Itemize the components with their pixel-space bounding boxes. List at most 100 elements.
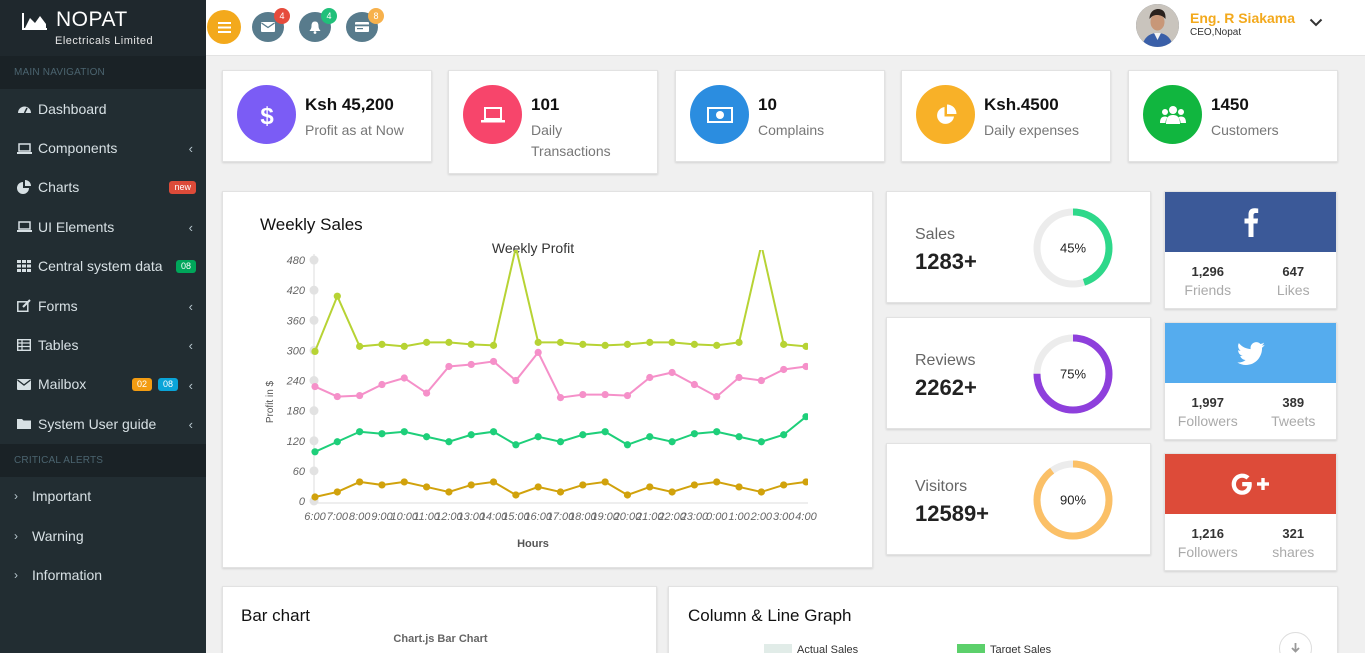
data-point[interactable] [623, 441, 632, 449]
sidebar-item-forms[interactable]: Forms ‹ [0, 286, 206, 325]
sidebar-item-central-system-data[interactable]: Central system data 08 [0, 247, 206, 286]
data-point[interactable] [422, 338, 431, 346]
data-point[interactable] [333, 292, 341, 300]
data-point[interactable] [333, 392, 341, 401]
data-point[interactable] [623, 391, 632, 400]
data-point[interactable] [445, 488, 453, 496]
data-point[interactable] [757, 376, 765, 385]
data-point[interactable] [758, 241, 765, 248]
data-point[interactable] [378, 380, 386, 389]
user-name[interactable]: Eng. R Siakama [1190, 10, 1296, 26]
data-point[interactable] [690, 340, 699, 348]
sidebar-item-tables[interactable]: Tables ‹ [0, 325, 206, 364]
data-point[interactable] [646, 373, 654, 382]
notifications-button[interactable]: 4 [299, 8, 337, 42]
data-point[interactable] [668, 438, 676, 446]
data-point[interactable] [668, 338, 676, 346]
data-point[interactable] [780, 340, 788, 348]
data-point[interactable] [579, 390, 587, 399]
data-point[interactable] [802, 362, 809, 371]
data-point[interactable] [579, 431, 587, 439]
data-point[interactable] [311, 493, 319, 501]
facebook-header[interactable] [1165, 192, 1336, 252]
tasks-button[interactable]: 8 [346, 8, 384, 42]
data-point[interactable] [802, 342, 809, 350]
data-point[interactable] [445, 338, 453, 346]
data-point[interactable] [356, 428, 364, 436]
sidebar-item-components[interactable]: Components ‹ [0, 128, 206, 167]
user-avatar[interactable] [1136, 4, 1179, 47]
data-point[interactable] [422, 433, 431, 441]
data-point[interactable] [400, 478, 408, 486]
sidebar-item-mailbox[interactable]: Mailbox 02 08 ‹ [0, 365, 206, 404]
google-plus-header[interactable] [1165, 454, 1336, 514]
data-point[interactable] [735, 433, 743, 441]
data-point[interactable] [646, 433, 654, 441]
data-point[interactable] [579, 481, 587, 489]
messages-button[interactable]: 4 [252, 8, 290, 42]
data-point[interactable] [780, 365, 788, 374]
data-point[interactable] [556, 438, 565, 446]
data-point[interactable] [467, 431, 475, 439]
download-button[interactable] [1279, 632, 1312, 653]
data-point[interactable] [467, 360, 475, 369]
data-point[interactable] [623, 340, 632, 348]
data-point[interactable] [378, 481, 386, 489]
data-point[interactable] [489, 428, 498, 436]
data-point[interactable] [400, 374, 408, 382]
data-point[interactable] [422, 483, 431, 491]
data-point[interactable] [556, 338, 565, 346]
data-point[interactable] [579, 340, 587, 348]
data-point[interactable] [735, 373, 743, 382]
data-point[interactable] [757, 438, 765, 446]
data-point[interactable] [601, 390, 609, 399]
data-point[interactable] [780, 431, 788, 439]
data-point[interactable] [489, 341, 498, 349]
data-point[interactable] [445, 362, 453, 371]
data-point[interactable] [601, 341, 609, 349]
data-point[interactable] [646, 483, 654, 491]
data-point[interactable] [646, 338, 654, 346]
menu-toggle-button[interactable] [207, 10, 241, 44]
data-point[interactable] [311, 448, 319, 456]
data-point[interactable] [356, 478, 364, 486]
data-point[interactable] [713, 428, 721, 436]
data-point[interactable] [713, 341, 721, 349]
data-point[interactable] [690, 380, 699, 389]
data-point[interactable] [713, 478, 721, 486]
data-point[interactable] [378, 430, 386, 438]
data-point[interactable] [378, 340, 386, 348]
data-point[interactable] [356, 342, 364, 350]
data-point[interactable] [512, 441, 520, 449]
data-point[interactable] [356, 391, 364, 400]
alert-item-information[interactable]: › Information [0, 556, 206, 596]
data-point[interactable] [757, 488, 765, 496]
data-point[interactable] [668, 368, 676, 377]
data-point[interactable] [713, 392, 721, 401]
data-point[interactable] [489, 357, 498, 366]
data-point[interactable] [422, 389, 431, 397]
data-point[interactable] [556, 393, 565, 402]
data-point[interactable] [802, 478, 809, 486]
data-point[interactable] [534, 433, 542, 441]
data-point[interactable] [333, 488, 341, 496]
data-point[interactable] [534, 348, 542, 357]
data-point[interactable] [601, 478, 609, 486]
data-point[interactable] [311, 382, 319, 391]
data-point[interactable] [333, 438, 341, 446]
chevron-down-icon[interactable] [1309, 18, 1323, 27]
data-point[interactable] [668, 488, 676, 496]
data-point[interactable] [601, 428, 609, 436]
data-point[interactable] [534, 483, 542, 491]
data-point[interactable] [623, 491, 632, 499]
data-point[interactable] [467, 340, 475, 348]
data-point[interactable] [735, 338, 743, 346]
data-point[interactable] [489, 478, 498, 486]
data-point[interactable] [735, 483, 743, 491]
data-point[interactable] [512, 244, 519, 252]
data-point[interactable] [400, 342, 408, 350]
brand[interactable]: NOPAT Electricals Limited [0, 0, 206, 56]
data-point[interactable] [780, 481, 788, 489]
alert-item-important[interactable]: › Important [0, 477, 206, 517]
data-point[interactable] [802, 413, 809, 421]
